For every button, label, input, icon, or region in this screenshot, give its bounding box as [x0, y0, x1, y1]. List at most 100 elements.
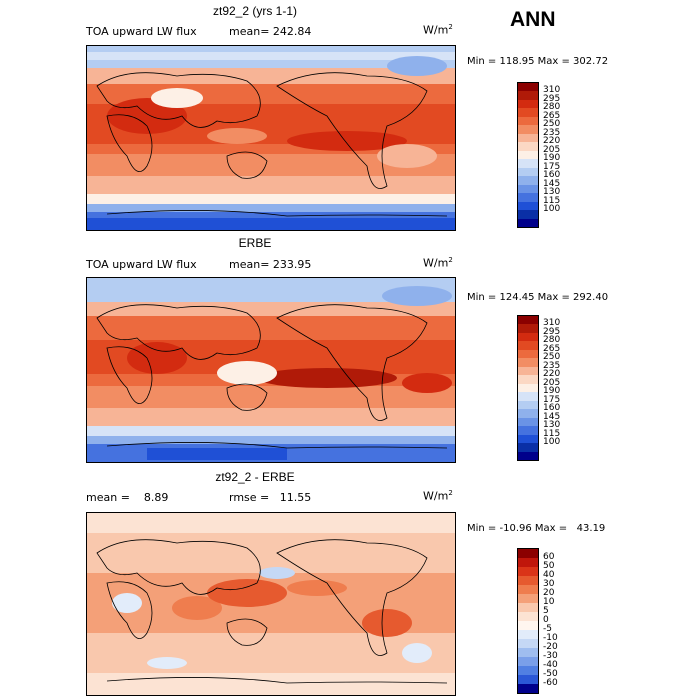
panel1-units: W/m2 — [423, 23, 453, 37]
panel3-colorbar-labels: 60 50 40 30 20 10 5 0 -5 -10 -20 -30 -40 -50 -60 — [543, 548, 583, 692]
panel2-variable-label: TOA upward LW flux — [86, 258, 197, 271]
colorbar-tick-label: -30 — [543, 651, 558, 661]
colorbar-cell — [518, 603, 538, 612]
colorbar-tick-label: -50 — [543, 669, 558, 679]
colorbar-cell — [518, 392, 538, 401]
colorbar-tick-label: 310 — [543, 318, 561, 329]
panel1-colorbar — [517, 82, 539, 228]
colorbar-cell — [518, 167, 538, 177]
colorbar-tick-label: 280 — [543, 335, 561, 346]
colorbar-tick-label: 190 — [543, 153, 561, 164]
colorbar-tick-label: 220 — [543, 136, 561, 147]
colorbar-tick-label: 130 — [543, 420, 561, 431]
colorbar-cell — [518, 426, 538, 435]
colorbar-cell — [518, 210, 538, 219]
colorbar-cell — [518, 576, 538, 585]
colorbar-cell — [518, 434, 538, 444]
colorbar-tick-label: 130 — [543, 187, 561, 198]
panel1-minmax: Min = 118.95 Max = 302.72 — [467, 56, 609, 67]
colorbar-tick-label: 250 — [543, 119, 561, 130]
colorbar-tick-label: 40 — [543, 570, 555, 580]
colorbar-tick-label: -5 — [543, 624, 552, 634]
panel3-map — [86, 512, 456, 696]
colorbar-cell — [518, 108, 538, 117]
colorbar-tick-label: 115 — [543, 428, 561, 439]
panel1-colorbar-labels: 310 295 280 265 250 235 220 205 190 175 160 145 130 1… — [543, 82, 583, 226]
colorbar-cell — [518, 201, 538, 211]
colorbar-cell — [518, 366, 538, 376]
panel1-map — [86, 45, 456, 231]
colorbar-tick-label: 10 — [543, 597, 555, 607]
panel2-units: W/m2 — [423, 256, 453, 270]
colorbar-cell — [518, 675, 538, 684]
colorbar-cell — [518, 417, 538, 427]
panel1-title: zt92_2 (yrs 1-1) — [212, 4, 298, 18]
panel2-map — [86, 277, 456, 463]
panel3-minmax: Min = -10.96 Max = 43.19 — [467, 523, 606, 534]
colorbar-cell — [518, 341, 538, 350]
colorbar-tick-label: 295 — [543, 93, 561, 104]
colorbar-tick-label: 60 — [543, 552, 555, 562]
colorbar-cell — [518, 349, 538, 359]
colorbar-tick-label: 175 — [543, 161, 561, 172]
colorbar-cell — [518, 549, 538, 558]
colorbar-cell — [518, 332, 538, 342]
colorbar-tick-label: 310 — [543, 85, 561, 96]
colorbar-tick-label: -10 — [543, 633, 558, 643]
colorbar-cell — [518, 630, 538, 639]
colorbar-cell — [518, 409, 538, 418]
colorbar-tick-label: 50 — [543, 561, 555, 571]
panel3-units: W/m2 — [423, 489, 453, 503]
panel2-title: ERBE — [238, 236, 272, 250]
colorbar-cell — [518, 639, 538, 648]
colorbar-tick-label: -60 — [543, 678, 558, 688]
colorbar-cell — [518, 400, 538, 410]
colorbar-cell — [518, 125, 538, 134]
panel3-mean: mean = 8.89 — [86, 491, 169, 504]
colorbar-tick-label: 145 — [543, 178, 561, 189]
colorbar-cell — [518, 567, 538, 576]
colorbar-tick-label: 115 — [543, 195, 561, 206]
panel2-field — [87, 278, 455, 462]
colorbar-cell — [518, 585, 538, 594]
colorbar-tick-label: 205 — [543, 377, 561, 388]
panel1-variable-label: TOA upward LW flux — [86, 25, 197, 38]
panel3-colorbar — [517, 548, 539, 694]
colorbar-cell — [518, 657, 538, 666]
season-label: ANN — [510, 8, 556, 31]
colorbar-tick-label: -20 — [543, 642, 558, 652]
colorbar-cell — [518, 375, 538, 384]
colorbar-tick-label: 295 — [543, 326, 561, 337]
colorbar-tick-label: 265 — [543, 343, 561, 354]
colorbar-tick-label: 280 — [543, 102, 561, 113]
panel2-mean: mean= 233.95 — [229, 258, 312, 271]
colorbar-tick-label: 160 — [543, 403, 561, 414]
colorbar-tick-label: 190 — [543, 386, 561, 397]
colorbar-cell — [518, 91, 538, 100]
panel2-colorbar-labels: 310 295 280 265 250 235 220 205 190 175 160 145 130 1… — [543, 315, 583, 459]
colorbar-cell — [518, 99, 538, 109]
panel3-rmse: rmse = 11.55 — [229, 491, 312, 504]
colorbar-cell — [518, 443, 538, 452]
colorbar-cell — [518, 116, 538, 126]
colorbar-tick-label: 100 — [543, 204, 561, 215]
colorbar-cell — [518, 159, 538, 168]
panel2-minmax: Min = 124.45 Max = 292.40 — [467, 292, 609, 303]
colorbar-cell — [518, 451, 538, 460]
colorbar-tick-label: 175 — [543, 394, 561, 405]
colorbar-cell — [518, 358, 538, 367]
colorbar-tick-label: 20 — [543, 588, 555, 598]
colorbar-cell — [518, 150, 538, 160]
colorbar-cell — [518, 594, 538, 603]
colorbar-tick-label: -40 — [543, 660, 558, 670]
colorbar-cell — [518, 316, 538, 325]
colorbar-cell — [518, 684, 538, 693]
colorbar-cell — [518, 383, 538, 393]
colorbar-cell — [518, 133, 538, 143]
colorbar-cell — [518, 83, 538, 92]
panel3-title: zt92_2 - ERBE — [215, 470, 295, 484]
colorbar-tick-label: 235 — [543, 127, 561, 138]
colorbar-tick-label: 250 — [543, 352, 561, 363]
colorbar-tick-label: 145 — [543, 411, 561, 422]
panel1-field — [87, 46, 455, 230]
